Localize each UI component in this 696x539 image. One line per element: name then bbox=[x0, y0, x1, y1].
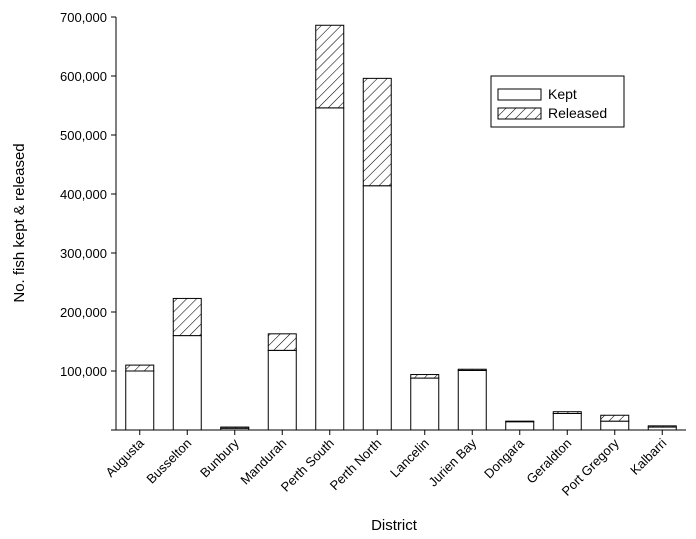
bar-released-busselton bbox=[172, 297, 202, 337]
y-tick-label: 600,000 bbox=[60, 69, 107, 84]
bar-released-geraldton bbox=[552, 411, 582, 414]
y-tick-label: 500,000 bbox=[60, 128, 107, 143]
bar-released-kalbarri bbox=[647, 425, 677, 428]
y-axis: 100,000 200,000 300,000 400,000 500,000 600,0… bbox=[60, 10, 116, 431]
y-tick-label: 300,000 bbox=[60, 246, 107, 261]
bar-kept-lancelin bbox=[410, 377, 440, 431]
legend-swatch-kept bbox=[497, 88, 542, 101]
legend-label-released: Released bbox=[548, 105, 607, 121]
bar-released-perth-north bbox=[362, 77, 392, 187]
x-tick-label: Bunbury bbox=[197, 435, 242, 480]
bar-released-dongara bbox=[505, 420, 535, 423]
y-tick-label: 100,000 bbox=[60, 364, 107, 379]
x-tick-label: Lancelin bbox=[387, 436, 432, 481]
bar-kept-busselton bbox=[172, 335, 202, 431]
x-axis-title: District bbox=[371, 517, 418, 534]
bar-kept-geraldton bbox=[552, 412, 582, 431]
legend-label-kept: Kept bbox=[548, 86, 577, 102]
x-tick-label: Perth North bbox=[327, 436, 385, 494]
bars-group bbox=[125, 24, 677, 431]
y-axis-title: No. fish kept & released bbox=[11, 143, 28, 302]
y-tick-label: 700,000 bbox=[60, 10, 107, 25]
bar-released-perth-south bbox=[315, 24, 345, 109]
x-tick-label: Kalbarri bbox=[627, 435, 669, 477]
legend: Kept Released bbox=[490, 75, 625, 128]
bar-kept-augusta bbox=[125, 370, 155, 431]
bar-released-port-gregory bbox=[600, 414, 630, 422]
bar-kept-perth-north bbox=[362, 185, 392, 431]
bar-kept-mandurah bbox=[267, 349, 297, 431]
x-tick-label: Dongara bbox=[481, 435, 527, 481]
x-tick-label: Busselton bbox=[143, 436, 194, 487]
bar-released-mandurah bbox=[267, 333, 297, 351]
y-tick-label: 200,000 bbox=[60, 305, 107, 320]
bar-kept-perth-south bbox=[315, 107, 345, 431]
bar-released-bunbury bbox=[220, 426, 250, 429]
bar-kept-dongara bbox=[505, 421, 535, 431]
x-tick-label: Augusta bbox=[103, 435, 148, 480]
bar-kept-port-gregory bbox=[600, 420, 630, 431]
x-tick-label: Jurien Bay bbox=[425, 435, 479, 489]
bar-kept-jurien-bay bbox=[457, 369, 487, 431]
bar-released-jurien-bay bbox=[457, 368, 487, 371]
y-tick-label: 400,000 bbox=[60, 187, 107, 202]
bar-released-lancelin bbox=[410, 374, 440, 379]
legend-swatch-released bbox=[497, 107, 542, 120]
bar-released-augusta bbox=[125, 364, 155, 372]
